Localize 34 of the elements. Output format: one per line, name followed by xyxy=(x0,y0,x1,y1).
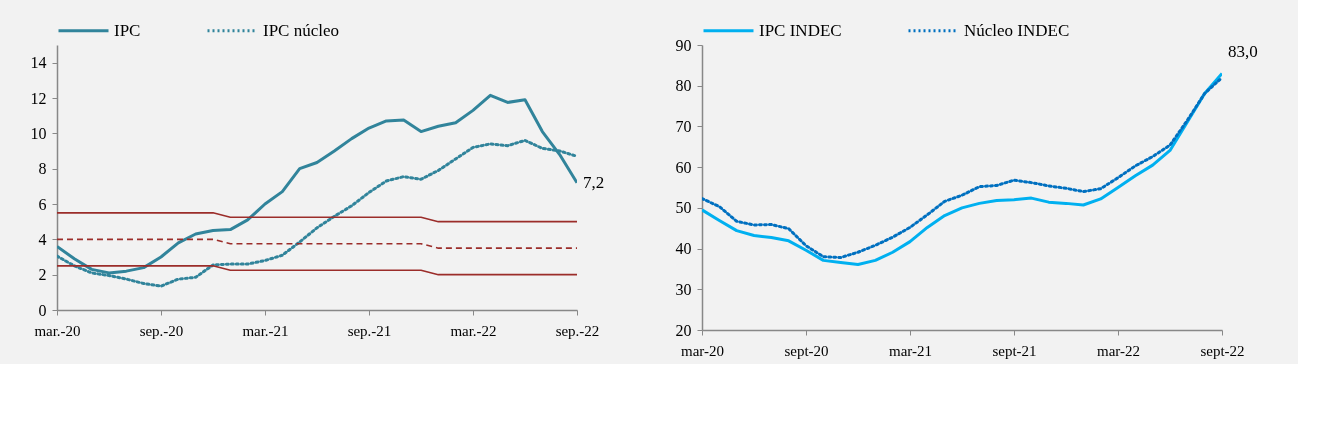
y-tick-label: 90 xyxy=(675,36,692,54)
y-tick-label: 6 xyxy=(38,195,47,213)
legend-label: IPC INDEC xyxy=(759,20,842,40)
x-tick-label: sept-21 xyxy=(992,342,1037,359)
x-tick-label: mar-20 xyxy=(680,342,725,359)
y-tick-label: 14 xyxy=(30,54,47,72)
legend-label: Núcleo INDEC xyxy=(964,20,1070,40)
y-tick-label: 50 xyxy=(675,199,692,217)
y-tick-label: 2 xyxy=(38,266,47,284)
x-tick-label: mar.-20 xyxy=(34,322,81,339)
x-tick-label: sept-22 xyxy=(1200,342,1245,359)
legend-label: IPC xyxy=(114,20,141,40)
y-tick-label: 60 xyxy=(675,158,692,176)
x-tick-label: sep.-20 xyxy=(139,322,184,339)
y-tick-label: 80 xyxy=(675,77,692,95)
x-tick-label: mar.-21 xyxy=(242,322,289,339)
data-label: 7,2 xyxy=(583,172,605,192)
x-tick-label: sep.-21 xyxy=(347,322,392,339)
x-tick-label: sep.-22 xyxy=(555,322,600,339)
y-tick-label: 10 xyxy=(30,124,47,142)
x-tick-label: sept-20 xyxy=(784,342,829,359)
legend-label: IPC núcleo xyxy=(263,20,340,40)
y-tick-label: 30 xyxy=(675,280,692,298)
y-tick-label: 4 xyxy=(38,230,47,248)
y-tick-label: 8 xyxy=(38,160,47,178)
y-tick-label: 70 xyxy=(675,117,692,135)
y-tick-label: 0 xyxy=(38,301,47,319)
x-tick-label: mar-22 xyxy=(1096,342,1141,359)
y-tick-label: 12 xyxy=(30,89,47,107)
data-label: 83,0 xyxy=(1228,41,1258,61)
x-tick-label: mar.-22 xyxy=(450,322,497,339)
y-tick-label: 40 xyxy=(675,240,692,258)
y-tick-label: 20 xyxy=(675,321,692,339)
x-tick-label: mar-21 xyxy=(888,342,933,359)
